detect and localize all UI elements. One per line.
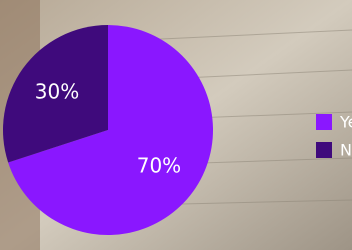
legend-label: Yes (339, 113, 352, 132)
slice-label: 70% (137, 154, 181, 178)
legend-label: No (340, 141, 352, 160)
pie: 70% 30% (3, 25, 213, 235)
chart: 70% 30% Yes No (0, 0, 352, 250)
slice-label: 30% (35, 79, 79, 103)
legend-swatch (316, 142, 332, 158)
legend-swatch (316, 114, 332, 130)
